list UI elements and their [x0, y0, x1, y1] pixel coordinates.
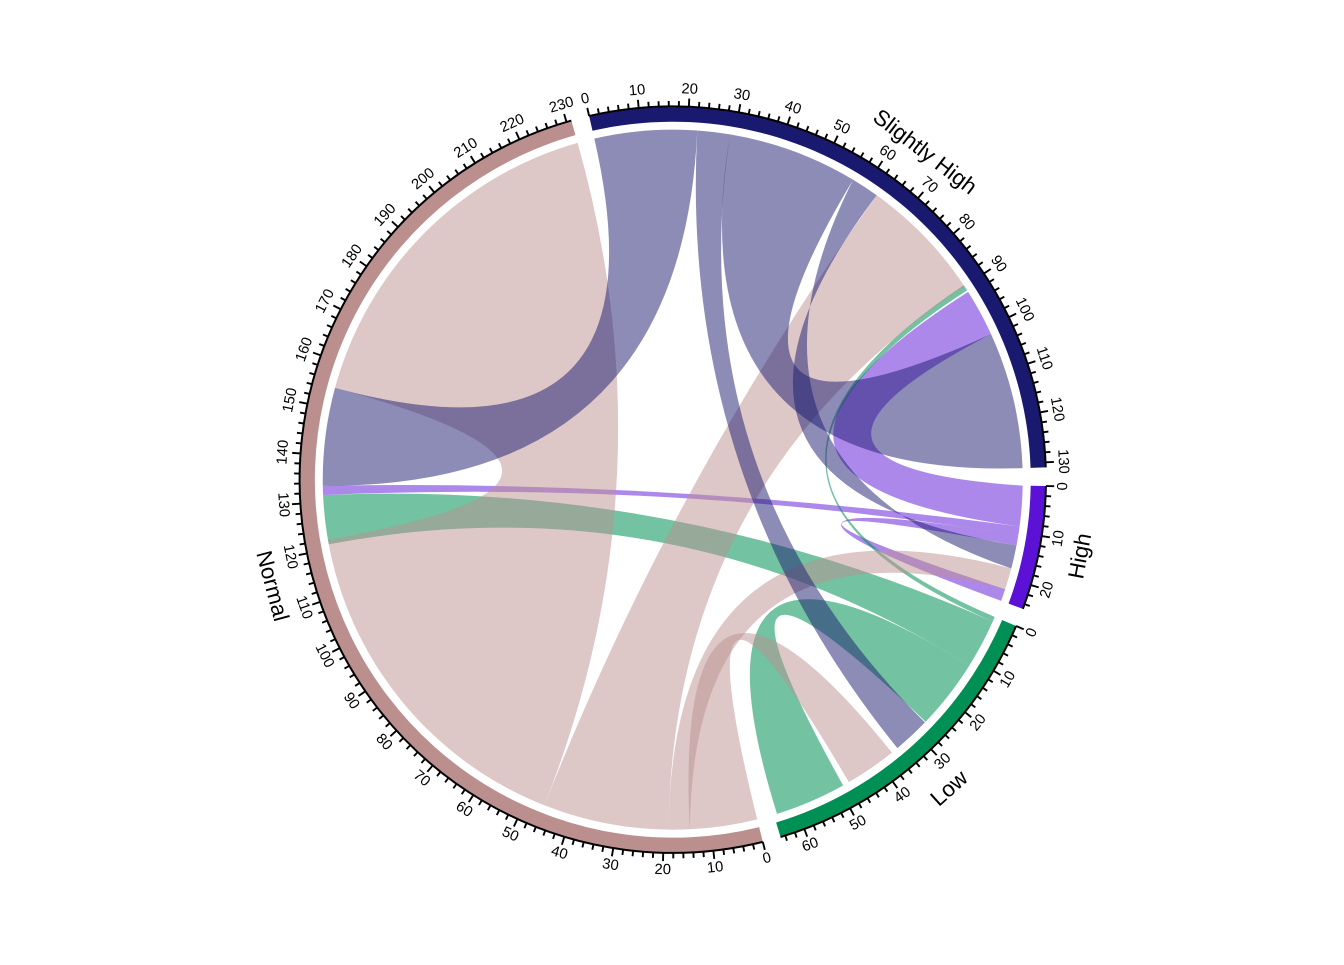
svg-text:20: 20 — [681, 81, 698, 98]
svg-text:20: 20 — [654, 862, 671, 878]
svg-text:140: 140 — [274, 439, 292, 465]
svg-text:130: 130 — [1054, 449, 1071, 474]
svg-text:0: 0 — [1055, 482, 1071, 491]
svg-text:10: 10 — [628, 82, 646, 99]
svg-text:30: 30 — [732, 86, 751, 105]
svg-text:10: 10 — [706, 859, 724, 877]
svg-text:130: 130 — [274, 492, 292, 518]
svg-text:10: 10 — [1050, 529, 1068, 548]
svg-text:30: 30 — [601, 856, 620, 874]
